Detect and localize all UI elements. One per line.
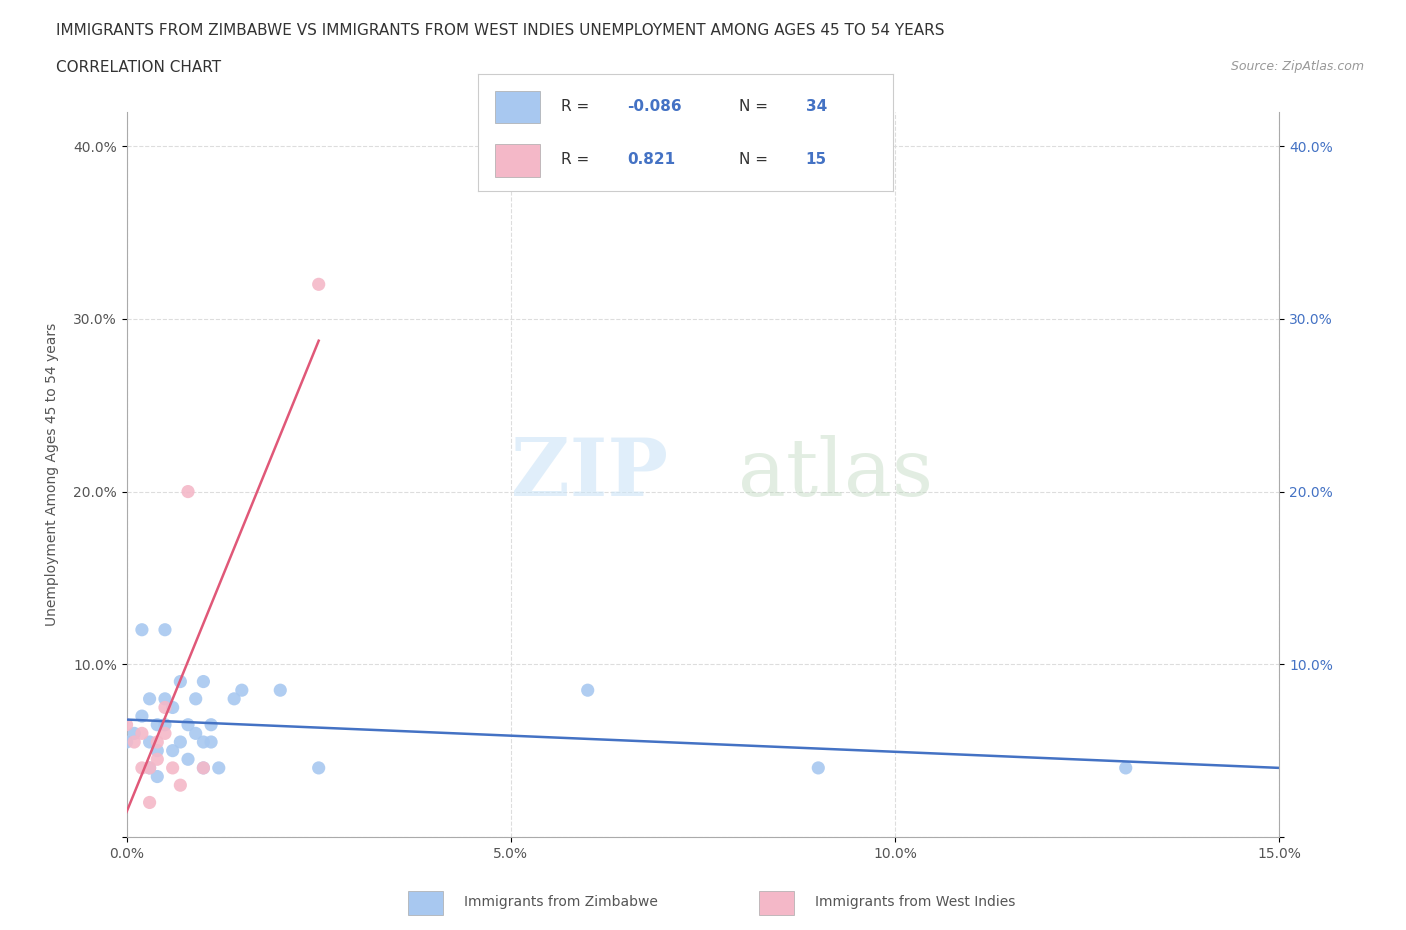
Point	[122, 726, 145, 741]
Point	[138, 761, 160, 776]
Point	[138, 691, 160, 706]
Point	[807, 761, 830, 776]
Point	[184, 726, 207, 741]
Text: R =: R =	[561, 152, 595, 166]
Point	[153, 726, 176, 741]
Text: atlas: atlas	[738, 435, 932, 513]
Text: ZIP: ZIP	[512, 435, 668, 513]
Point	[169, 735, 191, 750]
Text: Source: ZipAtlas.com: Source: ZipAtlas.com	[1230, 60, 1364, 73]
Point	[162, 743, 184, 758]
Point	[138, 761, 160, 776]
Text: N =: N =	[740, 100, 773, 114]
FancyBboxPatch shape	[408, 891, 443, 915]
Point	[146, 769, 169, 784]
Text: Immigrants from Zimbabwe: Immigrants from Zimbabwe	[464, 895, 658, 910]
Text: CORRELATION CHART: CORRELATION CHART	[56, 60, 221, 75]
Point	[184, 691, 207, 706]
Point	[138, 735, 160, 750]
Point	[146, 735, 169, 750]
Point	[193, 735, 215, 750]
Text: 15: 15	[806, 152, 827, 166]
Point	[131, 709, 153, 724]
Point	[177, 751, 200, 766]
Text: 34: 34	[806, 100, 827, 114]
Point	[131, 622, 153, 637]
Point	[131, 726, 153, 741]
Point	[177, 717, 200, 732]
Point	[200, 717, 222, 732]
Point	[177, 485, 200, 499]
Text: -0.086: -0.086	[627, 100, 682, 114]
Y-axis label: Unemployment Among Ages 45 to 54 years: Unemployment Among Ages 45 to 54 years	[45, 323, 59, 626]
Point	[138, 795, 160, 810]
Text: R =: R =	[561, 100, 595, 114]
FancyBboxPatch shape	[495, 91, 540, 124]
Point	[193, 674, 215, 689]
FancyBboxPatch shape	[495, 144, 540, 177]
Point	[162, 700, 184, 715]
Point	[122, 735, 145, 750]
Point	[153, 717, 176, 732]
Point	[146, 717, 169, 732]
FancyBboxPatch shape	[759, 891, 794, 915]
Point	[1115, 761, 1137, 776]
Point	[169, 674, 191, 689]
Point	[193, 761, 215, 776]
Point	[576, 683, 599, 698]
Point	[146, 751, 169, 766]
Text: Immigrants from West Indies: Immigrants from West Indies	[815, 895, 1017, 910]
Point	[269, 683, 291, 698]
Point	[231, 683, 253, 698]
Point	[115, 717, 138, 732]
Point	[146, 743, 169, 758]
Point	[153, 622, 176, 637]
Point	[308, 761, 330, 776]
Text: N =: N =	[740, 152, 773, 166]
Point	[153, 691, 176, 706]
Point	[115, 735, 138, 750]
Point	[153, 700, 176, 715]
Text: 0.821: 0.821	[627, 152, 675, 166]
Point	[169, 777, 191, 792]
Point	[193, 761, 215, 776]
Point	[224, 691, 246, 706]
Text: IMMIGRANTS FROM ZIMBABWE VS IMMIGRANTS FROM WEST INDIES UNEMPLOYMENT AMONG AGES : IMMIGRANTS FROM ZIMBABWE VS IMMIGRANTS F…	[56, 23, 945, 38]
Point	[162, 761, 184, 776]
Point	[200, 735, 222, 750]
Point	[208, 761, 231, 776]
Point	[131, 761, 153, 776]
Point	[308, 277, 330, 292]
